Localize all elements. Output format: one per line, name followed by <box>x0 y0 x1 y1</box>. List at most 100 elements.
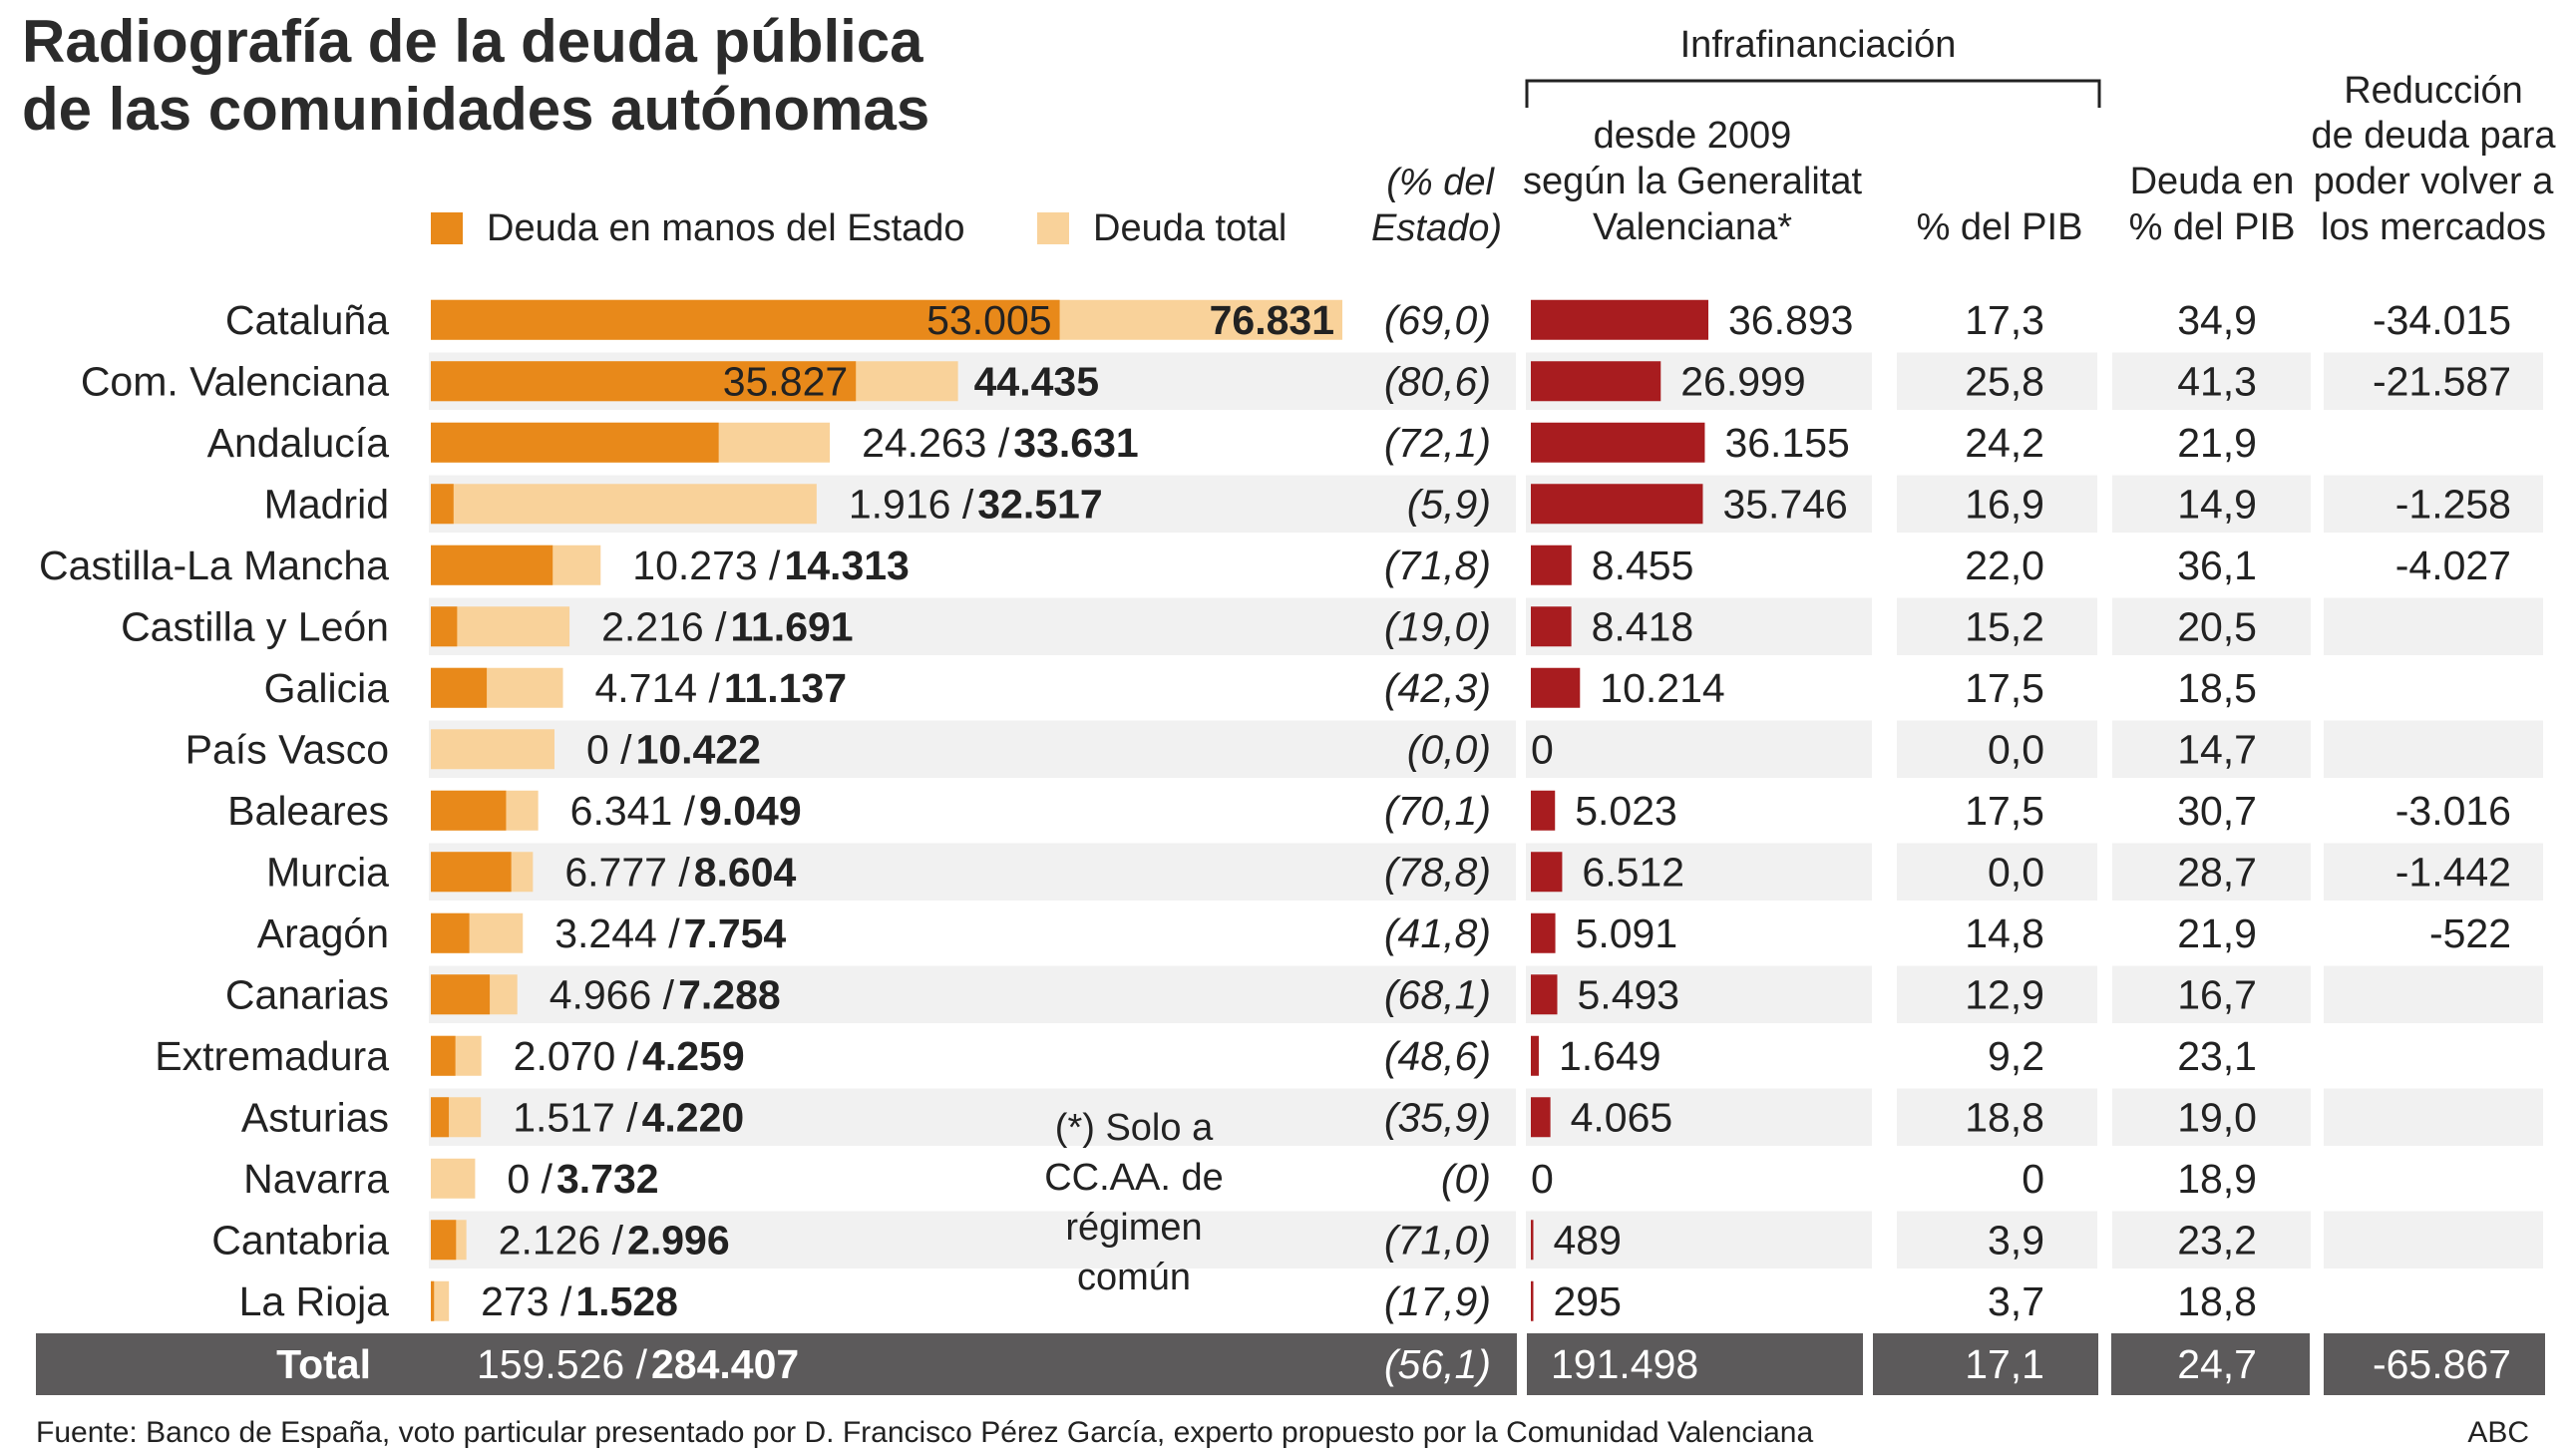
value-deuda-pib: 28,7 <box>2177 849 2257 895</box>
bar-infra <box>1531 1280 1534 1321</box>
value-infra: 0 <box>1531 1156 1554 1202</box>
note-line4: común <box>1077 1257 1191 1298</box>
header-infra-group: Infrafinanciación <box>1680 24 1957 66</box>
table-row: Asturias 1.517 / 4.220 (35,9) 4.065 18,8 19,0 <box>241 1088 2543 1146</box>
value-infra-pib: 3,7 <box>1988 1278 2044 1324</box>
value-infra-pib: 12,9 <box>1965 971 2044 1017</box>
value-infra-pib: 16,9 <box>1965 481 2044 527</box>
source-text: Fuente: Banco de España, voto particular… <box>36 1416 1813 1449</box>
bar-infra <box>1531 852 1563 893</box>
table-row: Andalucía 24.263 / 33.631 (72,1) 36.155 24,2… <box>207 420 2257 466</box>
header-infra-bracket <box>1525 79 2101 108</box>
row-band-cell <box>2324 475 2543 533</box>
table-rows: Cataluña 53.005 76.831 (69,0) 36.893 17,3 34,9… <box>39 297 2543 1324</box>
bar-estado <box>431 1220 457 1261</box>
value-infra: 4.065 <box>1571 1094 1673 1140</box>
pct-estado: (35,9) <box>1384 1094 1491 1140</box>
value-reduccion: -34.015 <box>2373 297 2511 343</box>
bar-estado <box>431 1035 456 1076</box>
table-row: Com. Valenciana 35.827 44.435 (80,6) 26.999 2… <box>81 352 2543 410</box>
pct-estado: (71,0) <box>1384 1217 1491 1263</box>
region-label: Com. Valenciana <box>81 358 389 404</box>
row-band-cell <box>1526 597 1872 655</box>
row-band-cell <box>2112 1211 2311 1269</box>
value-reduccion: -1.442 <box>2395 849 2511 895</box>
value-infra: 35.746 <box>1722 481 1847 527</box>
value-total: 7.288 <box>678 971 781 1017</box>
row-band-bars <box>429 965 1516 1023</box>
total-label: Total <box>276 1341 371 1387</box>
value-deuda-pib: 21,9 <box>2177 420 2257 466</box>
row-band-cell <box>2324 352 2543 410</box>
value-deuda-pib: 18,5 <box>2177 665 2257 711</box>
credit-text: ABC <box>2467 1416 2529 1449</box>
value-deuda-pib: 14,9 <box>2177 481 2257 527</box>
region-label: Cantabria <box>211 1217 389 1263</box>
row-band-cell <box>1526 1088 1872 1146</box>
row-band-bars <box>429 597 1516 655</box>
header-deuda-pib-2: % del PIB <box>2129 206 2296 248</box>
pct-estado: (41,8) <box>1384 910 1491 956</box>
value-total: 1.528 <box>575 1278 678 1324</box>
value-infra: 6.512 <box>1582 849 1684 895</box>
row-band-cell <box>2324 597 2543 655</box>
bar-total <box>431 729 554 770</box>
value-total: 4.220 <box>642 1094 745 1140</box>
value-estado: 2.070 / <box>514 1033 639 1079</box>
value-deuda-pib: 20,5 <box>2177 603 2257 649</box>
pct-estado: (48,6) <box>1384 1033 1491 1079</box>
value-infra-pib: 9,2 <box>1988 1033 2044 1079</box>
bar-infra <box>1531 361 1661 402</box>
value-reduccion: -1.258 <box>2395 481 2511 527</box>
bar-estado <box>431 912 470 953</box>
pct-estado: (68,1) <box>1384 971 1491 1017</box>
row-band-cell <box>2112 1088 2311 1146</box>
total-deuda-pib: 24,7 <box>2177 1341 2257 1387</box>
pct-estado: (78,8) <box>1384 849 1491 895</box>
value-total: 7.754 <box>684 910 787 956</box>
pct-estado: (42,3) <box>1384 665 1491 711</box>
region-label: Extremadura <box>155 1033 389 1079</box>
value-infra-pib: 22,0 <box>1965 543 2044 588</box>
value-infra-pib: 15,2 <box>1965 603 2044 649</box>
value-infra: 8.455 <box>1592 543 1694 588</box>
value-infra-pib: 17,5 <box>1965 788 2044 834</box>
total-total: 284.407 <box>651 1341 799 1387</box>
value-deuda-pib: 34,9 <box>2177 297 2257 343</box>
pct-estado: (5,9) <box>1407 481 1491 527</box>
table-row: Canarias 4.966 / 7.288 (68,1) 5.493 12,9 16,7 <box>225 965 2543 1023</box>
row-band-cell <box>1897 843 2097 901</box>
value-infra: 5.023 <box>1575 788 1677 834</box>
value-infra: 10.214 <box>1600 665 1724 711</box>
legend-swatch-total <box>1037 212 1069 244</box>
value-total: 33.631 <box>1013 420 1138 466</box>
value-estado: 10.273 / <box>632 543 781 588</box>
value-deuda-pib: 18,9 <box>2177 1156 2257 1202</box>
value-infra-pib: 3,9 <box>1988 1217 2044 1263</box>
bar-estado <box>431 422 719 463</box>
row-band-cell <box>2324 843 2543 901</box>
region-label: Castilla-La Mancha <box>39 543 389 588</box>
value-reduccion: -3.016 <box>2395 788 2511 834</box>
total-reduccion: -65.867 <box>2373 1341 2511 1387</box>
pct-estado: (19,0) <box>1384 603 1491 649</box>
value-reduccion: -4.027 <box>2395 543 2511 588</box>
total-band <box>2324 1333 2545 1395</box>
region-label: País Vasco <box>185 726 389 772</box>
value-deuda-pib: 23,2 <box>2177 1217 2257 1263</box>
table-row: Cantabria 2.126 / 2.996 (71,0) 489 3,9 23,2 <box>211 1211 2543 1269</box>
pct-estado: (71,8) <box>1384 543 1491 588</box>
bar-infra <box>1531 912 1556 953</box>
bar-total <box>431 484 817 525</box>
header-pct-estado-1: (% del <box>1386 162 1495 203</box>
value-infra: 0 <box>1531 726 1554 772</box>
value-estado: 6.341 / <box>570 788 696 834</box>
region-label: Cataluña <box>225 297 389 343</box>
row-band-cell <box>1526 1211 1872 1269</box>
value-total: 32.517 <box>977 481 1102 527</box>
value-deuda-pib: 30,7 <box>2177 788 2257 834</box>
note-line2: CC.AA. de <box>1044 1157 1224 1199</box>
table-row: País Vasco 0 / 10.422 (0,0) 0 0,0 14,7 <box>185 720 2543 778</box>
value-total: 11.691 <box>730 603 853 649</box>
header-infra-2: según la Generalitat <box>1523 161 1863 202</box>
